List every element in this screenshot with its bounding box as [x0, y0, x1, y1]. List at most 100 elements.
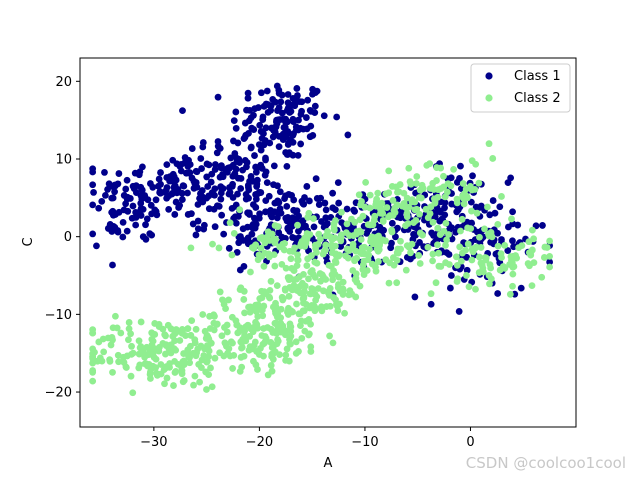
scatter-point-class-2: [329, 339, 337, 347]
scatter-point-class-2: [376, 242, 383, 249]
scatter-point-class-1: [312, 175, 320, 183]
scatter-point-class-1: [263, 179, 271, 187]
scatter-point-class-2: [144, 351, 152, 359]
scatter-point-class-2: [274, 223, 282, 230]
scatter-point-class-1: [211, 185, 219, 193]
scatter-point-class-2: [494, 242, 502, 250]
scatter-point-class-2: [374, 189, 382, 197]
scatter-point-class-2: [528, 282, 536, 290]
scatter-point-class-1: [179, 107, 186, 115]
scatter-point-class-1: [441, 199, 449, 207]
scatter-point-class-2: [296, 242, 304, 250]
scatter-point-class-1: [292, 235, 300, 242]
scatter-point-class-2: [191, 336, 199, 344]
scatter-point-class-2: [187, 331, 195, 339]
scatter-point-class-1: [119, 233, 127, 241]
scatter-point-class-2: [432, 279, 440, 287]
scatter-point-class-2: [180, 361, 188, 368]
scatter-point-class-1: [214, 93, 222, 101]
scatter-point-class-2: [403, 242, 411, 250]
scatter-point-class-1: [250, 214, 258, 222]
scatter-point-class-1: [469, 172, 476, 180]
scatter-point-class-2: [443, 236, 450, 244]
scatter-point-class-1: [275, 143, 283, 151]
scatter-point-class-2: [109, 368, 116, 376]
scatter-point-class-1: [240, 135, 248, 142]
scatter-point-class-2: [89, 359, 97, 367]
scatter-point-class-1: [232, 201, 240, 209]
scatter-point-class-1: [278, 91, 286, 99]
scatter-point-class-2: [337, 234, 345, 242]
scatter-point-class-2: [416, 210, 423, 218]
scatter-point-class-1: [102, 191, 109, 199]
scatter-point-class-2: [260, 302, 268, 310]
scatter-point-class-1: [298, 98, 306, 106]
scatter-point-class-2: [345, 232, 353, 239]
scatter-point-class-2: [163, 374, 171, 382]
scatter-point-class-1: [219, 185, 227, 192]
scatter-point-class-2: [332, 217, 339, 224]
scatter-point-class-2: [527, 251, 535, 259]
scatter-point-class-1: [138, 195, 146, 203]
scatter-point-class-1: [217, 195, 225, 203]
scatter-point-class-1: [111, 224, 119, 231]
plot-frame: [79, 57, 577, 428]
scatter-point-class-2: [393, 256, 401, 264]
scatter-point-class-2: [543, 244, 551, 251]
scatter-point-class-1: [204, 183, 212, 190]
scatter-point-class-1: [275, 86, 283, 94]
scatter-point-class-2: [546, 237, 554, 245]
scatter-point-class-2: [361, 250, 369, 258]
scatter-point-class-2: [148, 329, 156, 337]
scatter-point-class-2: [456, 243, 464, 251]
scatter-point-class-2: [307, 348, 315, 355]
scatter-point-class-1: [411, 293, 419, 301]
scatter-point-class-2: [450, 165, 458, 173]
scatter-point-class-2: [372, 263, 379, 271]
scatter-point-class-2: [334, 307, 342, 314]
scatter-point-class-2: [287, 332, 295, 340]
scatter-point-class-1: [468, 219, 476, 227]
scatter-point-class-2: [226, 352, 234, 360]
scatter-point-class-1: [315, 201, 323, 208]
scatter-point-class-1: [344, 131, 352, 139]
scatter-point-class-1: [226, 188, 234, 196]
scatter-point-class-1: [233, 248, 241, 256]
scatter-point-class-2: [326, 332, 333, 340]
scatter-point-class-2: [238, 363, 246, 371]
scatter-point-class-1: [248, 124, 256, 132]
scatter-point-class-1: [199, 139, 207, 146]
y-axis-label: C: [21, 237, 36, 246]
scatter-point-class-2: [326, 291, 333, 299]
scatter-point-class-2: [206, 312, 213, 320]
scatter-point-class-2: [218, 332, 226, 340]
scatter-point-class-2: [237, 284, 245, 292]
scatter-point-class-1: [335, 199, 343, 207]
scatter-point-class-2: [322, 241, 330, 249]
scatter-point-class-2: [209, 240, 216, 248]
scatter-point-class-2: [375, 258, 382, 265]
scatter-point-class-1: [392, 233, 399, 241]
scatter-point-class-1: [283, 151, 291, 158]
scatter-point-class-2: [172, 346, 180, 354]
scatter-point-class-1: [164, 192, 172, 200]
scatter-point-class-2: [188, 317, 196, 324]
scatter-point-class-1: [494, 290, 502, 297]
scatter-point-class-1: [283, 202, 291, 210]
scatter-point-class-1: [252, 204, 260, 211]
scatter-point-class-1: [290, 196, 298, 204]
scatter-point-class-2: [240, 296, 248, 303]
scatter-point-class-2: [264, 324, 271, 331]
scatter-point-class-2: [304, 213, 312, 221]
scatter-point-class-1: [264, 101, 272, 108]
scatter-point-class-1: [244, 209, 252, 217]
scatter-point-class-2: [107, 341, 115, 349]
scatter-point-class-1: [310, 223, 318, 231]
scatter-point-class-2: [254, 366, 261, 373]
scatter-point-class-2: [352, 270, 360, 278]
scatter-point-class-1: [262, 154, 269, 162]
scatter-point-class-2: [497, 250, 505, 258]
scatter-point-class-1: [197, 155, 205, 162]
scatter-point-class-1: [276, 188, 284, 196]
scatter-point-class-2: [377, 209, 384, 217]
